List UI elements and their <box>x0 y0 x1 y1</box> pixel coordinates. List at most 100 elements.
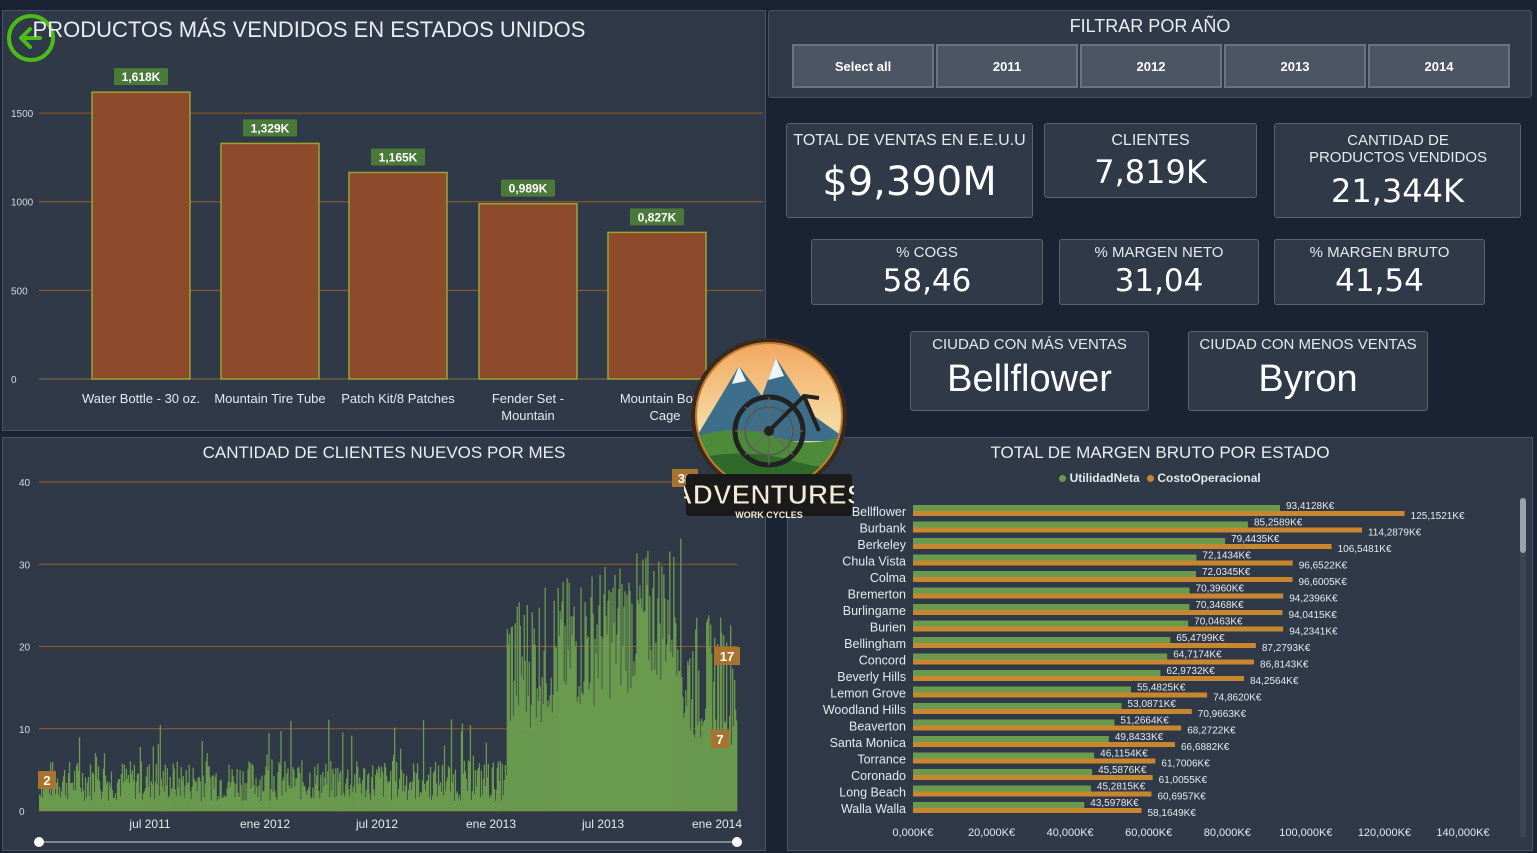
year-button-2014[interactable]: 2014 <box>1368 44 1510 88</box>
neta-data-label: 79,4435K€ <box>1231 534 1280 545</box>
clients-bar <box>600 636 602 811</box>
bar[interactable] <box>607 231 707 380</box>
clients-bar <box>247 769 249 811</box>
clients-bar <box>500 800 502 811</box>
costo-bar[interactable] <box>913 692 1208 698</box>
costo-bar[interactable] <box>913 560 1293 566</box>
neta-bar[interactable] <box>913 736 1109 742</box>
clients-bar <box>434 761 437 811</box>
costo-bar[interactable] <box>913 626 1284 632</box>
neta-bar[interactable] <box>913 769 1093 775</box>
clients-bar <box>164 764 166 811</box>
neta-bar[interactable] <box>913 620 1189 627</box>
clients-bar <box>719 730 721 811</box>
neta-bar[interactable] <box>913 752 1095 759</box>
neta-bar[interactable] <box>913 785 1091 792</box>
clients-bar <box>257 797 259 811</box>
neta-bar[interactable] <box>913 637 1171 643</box>
clients-bar <box>203 797 205 811</box>
kpi-productos-value: 21,344K <box>1331 172 1464 210</box>
clients-bar <box>587 636 589 811</box>
costo-bar[interactable] <box>913 659 1255 665</box>
clients-bar <box>118 779 121 811</box>
neta-bar[interactable] <box>913 703 1122 709</box>
costo-bar[interactable] <box>913 709 1192 714</box>
state-scrollbar[interactable] <box>1520 498 1526 838</box>
state-chart: 0,000K€ 20,000K€ 40,000K€ 60,000K€ 80,000K€ 1… <box>823 501 1490 839</box>
costo-bar[interactable] <box>913 676 1245 681</box>
clients-bar <box>244 782 246 811</box>
year-button-2011[interactable]: 2011 <box>936 44 1078 88</box>
clients-bar <box>184 785 186 811</box>
clients-bar <box>53 773 56 811</box>
clients-bar <box>221 797 223 811</box>
costo-bar[interactable] <box>913 758 1156 764</box>
clients-bar <box>65 782 68 811</box>
costo-bar[interactable] <box>913 742 1175 747</box>
neta-data-label: 55,4825K€ <box>1137 683 1186 694</box>
clients-bar <box>58 786 61 811</box>
neta-bar[interactable] <box>913 538 1226 544</box>
neta-bar[interactable] <box>913 587 1190 594</box>
clients-bar <box>551 712 553 811</box>
costo-bar[interactable] <box>913 610 1283 615</box>
year-button-2012[interactable]: 2012 <box>1080 44 1222 88</box>
state-scrollbar-thumb[interactable] <box>1520 498 1526 553</box>
top-products-panel: PRODUCTOS MÁS VENDIDOS EN ESTADOS UNIDOS… <box>2 10 766 431</box>
neta-bar[interactable] <box>913 554 1197 561</box>
bar[interactable] <box>220 142 320 380</box>
neta-bar[interactable] <box>913 670 1161 676</box>
clients-bar <box>63 769 66 811</box>
clients-bar <box>425 781 428 811</box>
clients-bar <box>443 745 446 811</box>
clients-bar <box>625 670 627 811</box>
clients-bar <box>665 662 667 811</box>
costo-bar[interactable] <box>913 593 1284 599</box>
costo-bar[interactable] <box>913 544 1332 549</box>
neta-data-label: 72,1434K€ <box>1202 551 1251 562</box>
neta-data-label: 53,0871K€ <box>1128 699 1177 710</box>
clients-bar <box>693 734 695 811</box>
clients-bar <box>520 675 522 811</box>
clients-bar <box>671 639 673 811</box>
costo-bar[interactable] <box>913 791 1152 797</box>
costo-bar[interactable] <box>913 577 1293 582</box>
clients-bar <box>479 797 482 811</box>
neta-bar[interactable] <box>913 521 1248 528</box>
clients-bar <box>721 632 723 811</box>
neta-bar[interactable] <box>913 719 1115 726</box>
costo-bar[interactable] <box>913 808 1142 813</box>
neta-bar[interactable] <box>913 802 1085 808</box>
bar[interactable] <box>478 202 578 380</box>
kpi-ciudad-menos-label: CIUDAD CON MENOS VENTAS <box>1199 336 1417 353</box>
neta-bar[interactable] <box>913 571 1196 577</box>
clients-bar <box>209 777 211 811</box>
date-slider-start-handle[interactable] <box>34 837 44 847</box>
clients-bar <box>139 747 142 811</box>
neta-bar[interactable] <box>913 604 1190 610</box>
date-slider-end-handle[interactable] <box>732 837 742 847</box>
costo-bar[interactable] <box>913 511 1405 516</box>
costo-bar[interactable] <box>913 775 1153 780</box>
clients-bar <box>720 617 722 811</box>
clients-bar <box>477 767 480 811</box>
costo-bar[interactable] <box>913 725 1182 731</box>
neta-bar[interactable] <box>913 653 1168 660</box>
clients-bar <box>333 773 335 811</box>
costo-bar[interactable] <box>913 527 1362 533</box>
clients-bar <box>572 615 574 811</box>
year-button-2013[interactable]: 2013 <box>1224 44 1366 88</box>
clients-bar <box>580 587 582 811</box>
clients-bar <box>598 605 600 811</box>
costo-bar[interactable] <box>913 643 1256 648</box>
year-button-select-all[interactable]: Select all <box>792 44 934 88</box>
neta-bar[interactable] <box>913 505 1280 511</box>
back-arrow-icon[interactable] <box>6 13 56 63</box>
bar[interactable] <box>348 171 448 380</box>
clients-bar <box>703 721 705 811</box>
x-tick-label: jul 2012 <box>355 817 398 831</box>
bar-data-label: 0,827K <box>638 210 677 224</box>
neta-bar[interactable] <box>913 686 1131 693</box>
bar[interactable] <box>91 91 191 380</box>
clients-bar <box>46 773 49 811</box>
